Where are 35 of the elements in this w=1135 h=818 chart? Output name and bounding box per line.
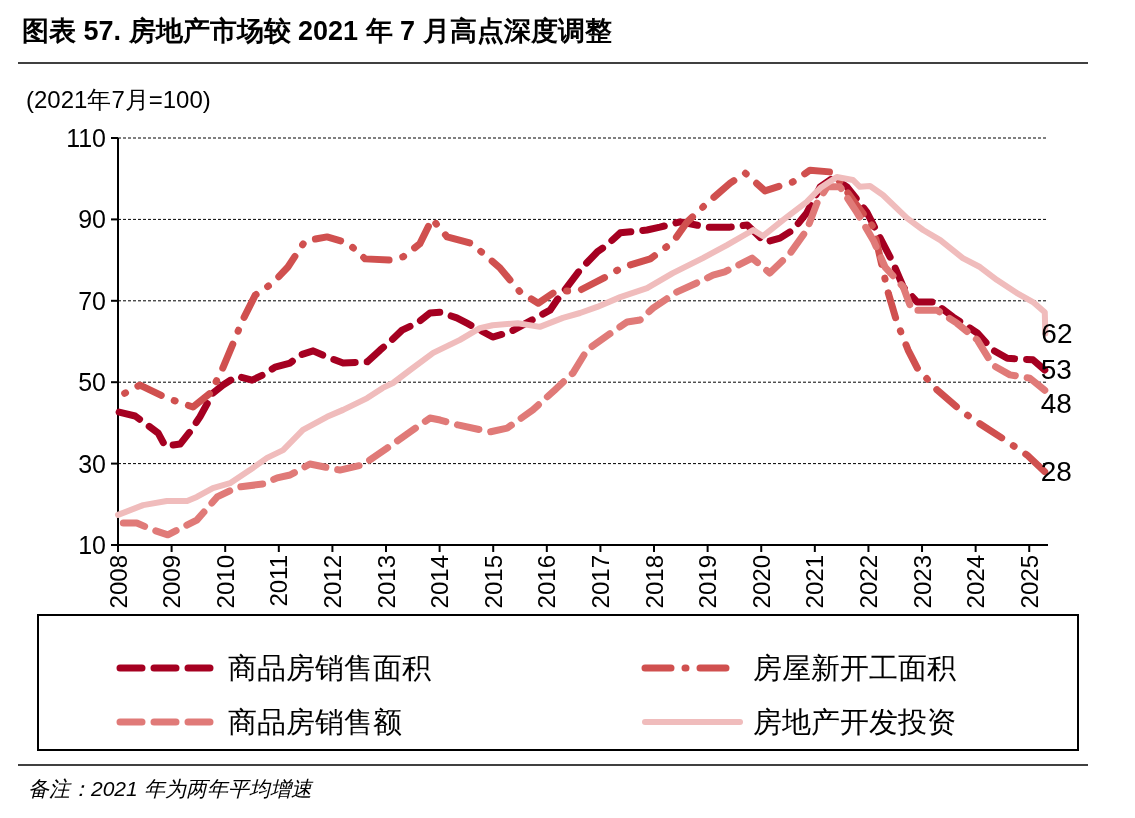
- x-tick-label: 2024: [962, 555, 990, 609]
- x-tick-label: 2012: [318, 555, 346, 609]
- x-tick-label: 2008: [104, 555, 132, 609]
- x-tick-label: 2015: [479, 555, 507, 609]
- x-tick-label: 2014: [426, 555, 454, 609]
- data-label: 48: [1040, 388, 1072, 420]
- y-tick-label: 50: [78, 368, 106, 397]
- x-tick-label: 2022: [854, 555, 882, 609]
- data-label: 62: [1041, 317, 1073, 349]
- legend-label: 商品房销售额: [228, 706, 402, 738]
- y-tick-label: 10: [78, 531, 106, 559]
- x-tick-label: 2011: [265, 555, 293, 607]
- x-tick-label: 2013: [372, 555, 400, 609]
- x-tick-label: 2025: [1015, 555, 1043, 609]
- x-tick-label: 2016: [533, 555, 561, 609]
- x-tick-label: 2021: [801, 555, 829, 609]
- data-label: 53: [1040, 354, 1072, 386]
- y-tick-label: 70: [78, 286, 106, 315]
- x-tick-label: 2017: [586, 555, 614, 609]
- text: 备注：2021 年为两年平均增速: [28, 777, 314, 800]
- x-tick-label: 2009: [158, 555, 186, 609]
- y-tick-label: 90: [78, 205, 106, 234]
- x-tick-label: 2020: [747, 555, 775, 609]
- legend-label: 房屋新开工面积: [753, 652, 956, 684]
- x-tick-label: 2019: [694, 555, 722, 609]
- y-axis-title: (2021年7月=100): [26, 86, 211, 113]
- x-tick-label: 2023: [908, 555, 936, 609]
- legend-label: 房地产开发投资: [753, 706, 956, 738]
- x-tick-label: 2018: [640, 555, 668, 609]
- chart-title: 图表 57. 房地产市场较 2021 年 7 月高点深度调整: [22, 16, 612, 46]
- x-tick-label: 2010: [211, 555, 239, 609]
- legend-label: 商品房销售面积: [228, 652, 431, 684]
- data-label: 28: [1040, 456, 1072, 488]
- y-tick-label: 110: [66, 124, 106, 152]
- y-tick-label: 30: [78, 449, 106, 478]
